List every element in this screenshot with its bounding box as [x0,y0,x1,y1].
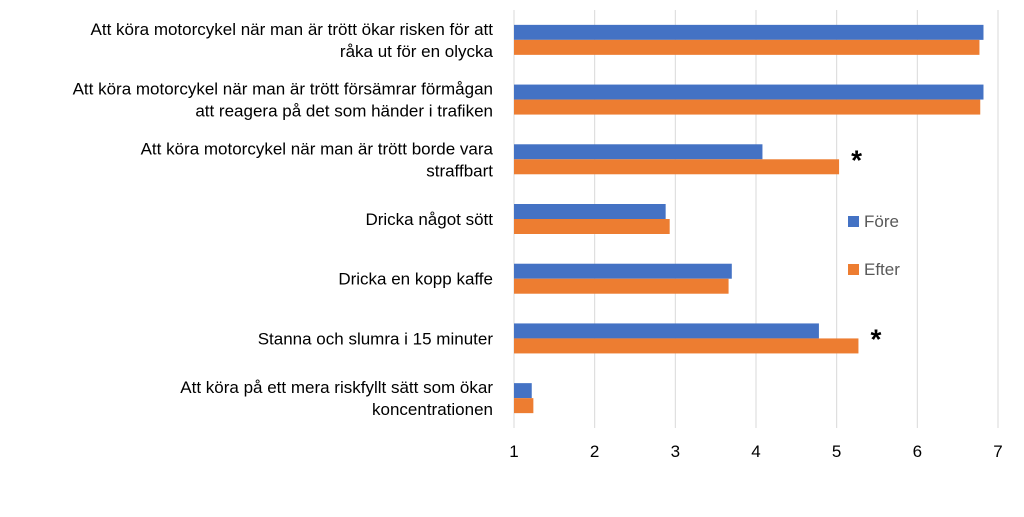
bar-fore [514,144,763,160]
bar-efter [514,278,729,294]
category-label: Att köra motorcykel när man är trött för… [73,80,493,99]
legend-label: Före [864,212,899,231]
significance-star: * [870,323,881,354]
category-label: Dricka en kopp kaffe [338,270,493,289]
x-tick-label: 7 [993,442,1002,461]
category-label: Dricka något sött [365,210,493,229]
legend-label: Efter [864,260,900,279]
category-label: koncentrationen [372,400,493,419]
bar-efter [514,39,980,55]
significance-star: * [851,144,862,175]
x-tick-label: 3 [671,442,680,461]
category-label: straffbart [426,161,493,180]
x-tick-label: 2 [590,442,599,461]
bar-fore [514,383,532,399]
bar-fore [514,263,732,279]
x-tick-label: 6 [913,442,922,461]
bar-fore [514,204,666,219]
legend-swatch [848,216,859,227]
bar-fore [514,84,984,100]
x-axis-tick-labels: 1 2 3 4 5 6 7 [509,442,1002,461]
legend: Före Efter [848,212,900,279]
bar-efter [514,99,981,115]
significance-annotations: ** [851,144,881,354]
bar-efter [514,159,840,175]
category-label: råka ut för en olycka [340,42,494,61]
bar-fore [514,24,984,40]
bar-efter [514,398,534,414]
gridlines [513,10,999,428]
bars [514,24,984,414]
category-label: att reagera på det som händer i trafiken [195,102,493,121]
bar-efter [514,338,859,354]
category-label: Att köra motorcykel när man är trött bor… [141,139,494,158]
category-label: Stanna och slumra i 15 minuter [258,329,494,348]
x-tick-label: 4 [751,442,760,461]
category-labels: Att köra motorcykel när man är trött öka… [73,20,494,419]
legend-swatch [848,264,859,275]
x-tick-label: 5 [832,442,841,461]
category-label: Att köra på ett mera riskfyllt sätt som … [180,378,493,397]
bar-fore [514,323,819,339]
x-tick-label: 1 [509,442,518,461]
category-label: Att köra motorcykel när man är trött öka… [91,20,494,39]
bar-efter [514,219,670,234]
